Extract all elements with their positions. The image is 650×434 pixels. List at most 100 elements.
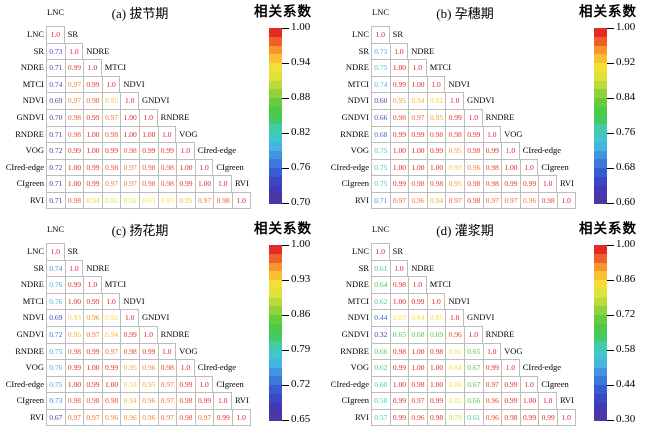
colorbar-band <box>594 262 607 272</box>
corr-cell: 0.97 <box>157 409 177 426</box>
corr-cell: 1.0 <box>46 243 65 260</box>
corr-cell: 0.96 <box>519 192 539 209</box>
corr-cell: 0.99 <box>83 158 102 176</box>
corr-cell: 0.98 <box>482 175 502 192</box>
corr-cell: 1.0 <box>138 109 158 126</box>
colorbar-band <box>269 124 282 134</box>
colorbar-tick <box>607 349 614 351</box>
corr-cell: 0.97 <box>83 326 102 343</box>
colorbar-band <box>594 106 607 116</box>
colorbar-tick <box>607 384 614 386</box>
colorbar-band <box>269 185 282 195</box>
row-label: SR <box>358 262 369 273</box>
matrix-row: RNDRE 0.66 0.98 1.00 0.98 0.81 0.65 1.0 VOG <box>325 342 523 360</box>
colorbar-band <box>594 306 607 316</box>
colorbar-band <box>269 176 282 186</box>
diagonal-label: RNDRE <box>160 112 190 122</box>
colorbar-band <box>594 393 607 403</box>
corr-cell: 1.0 <box>556 192 576 209</box>
colorbar-tick-label: 0.58 <box>616 343 636 355</box>
corr-cell: 1.00 <box>194 175 214 192</box>
corr-cell: 0.98 <box>157 359 177 376</box>
matrix-row: SR 0.73 1.0 NDRE <box>0 42 110 60</box>
corr-cell: 0.99 <box>445 109 464 126</box>
colorbar-tick <box>282 419 289 421</box>
colorbar-band <box>594 411 607 421</box>
colorbar-band <box>269 54 282 64</box>
corr-cell: 0.97 <box>482 192 502 209</box>
corr-cell: 1.00 <box>101 375 121 393</box>
diagonal-label: NDRE <box>86 262 110 273</box>
corr-cell: 0.98 <box>64 109 84 126</box>
diagonal-label: RNDRE <box>485 329 515 339</box>
corr-cell: 1.00 <box>176 158 195 176</box>
colorbar-band <box>269 71 282 81</box>
row-label: LNC <box>352 246 369 256</box>
colorbar-band <box>269 28 282 38</box>
corr-cell: 0.99 <box>83 375 102 393</box>
corr-cell: 0.95 <box>120 359 139 376</box>
corr-cell: 0.98 <box>157 158 177 176</box>
row-label: NDRE <box>345 279 369 290</box>
corr-cell: 1.0 <box>389 42 409 60</box>
corr-cell: 0.95 <box>445 142 464 159</box>
colorbar-tick <box>607 132 614 134</box>
corr-cell: 0.60 <box>371 92 390 109</box>
corr-cell: 0.98 <box>463 175 483 192</box>
row-label: CIgreen <box>16 178 44 189</box>
correlation-matrix: LNC 1.0 SR SR 0.73 1.0 NDRE NDRE 0.75 1.00 1.0 MTCI… <box>325 0 650 217</box>
corr-cell: 0.97 <box>120 175 139 192</box>
colorbar-band <box>269 367 282 377</box>
corr-cell: 1.00 <box>408 359 427 376</box>
row-label: GNDVI <box>16 112 44 122</box>
matrix-row: RNDRE 0.71 0.98 1.00 0.98 1.00 1.00 1.0 VOG <box>0 125 198 143</box>
corr-cell: 1.00 <box>138 125 158 143</box>
corr-cell: 0.69 <box>46 309 65 326</box>
corr-cell: 0.75 <box>371 59 390 76</box>
corr-cell: 0.98 <box>138 158 158 176</box>
corr-cell: 0.96 <box>408 192 427 209</box>
colorbar-label: 相关系数 <box>579 221 637 236</box>
colorbar-tick-label: 0.70 <box>291 196 311 208</box>
colorbar-tick <box>282 384 289 386</box>
corr-cell: 0.94 <box>120 392 139 409</box>
row-label: NDVI <box>22 312 44 323</box>
corr-cell: 1.0 <box>519 158 539 176</box>
colorbar-band <box>594 385 607 395</box>
corr-cell: 0.97 <box>482 375 502 393</box>
corr-cell: 0.70 <box>46 109 65 126</box>
corr-cell: 0.95 <box>64 326 84 343</box>
row-label: SR <box>33 45 44 56</box>
colorbar-tick-label: 1.00 <box>291 21 311 33</box>
corr-cell: 0.98 <box>501 409 520 426</box>
corr-cell: 1.0 <box>64 42 84 60</box>
corr-cell: 0.96 <box>138 359 158 376</box>
matrix-row: GNDVI 0.32 0.65 0.68 0.69 0.96 1.0 RNDRE <box>325 326 514 343</box>
colorbar-band <box>269 385 282 395</box>
diagonal-label: NDRE <box>86 45 110 56</box>
row-label: MTCI <box>22 295 44 306</box>
corr-cell: 0.76 <box>46 292 65 310</box>
corr-cell: 0.98 <box>120 342 139 360</box>
diagonal-label: VOG <box>504 128 523 139</box>
diagonal-label: RVI <box>234 395 249 406</box>
diagonal-label: RVI <box>559 178 574 189</box>
colorbar-band <box>594 402 607 412</box>
corr-cell: 1.0 <box>176 142 195 159</box>
colorbar-tick-label: 0.68 <box>616 161 636 173</box>
corr-cell: 0.97 <box>101 175 121 192</box>
corr-cell: 0.69 <box>426 326 446 343</box>
corr-cell: 0.94 <box>408 92 427 109</box>
colorbar-band <box>594 253 607 263</box>
corr-cell: 0.98 <box>389 109 409 126</box>
matrix-row: LNC 1.0 SR <box>0 243 78 260</box>
corr-cell: 0.98 <box>426 175 446 192</box>
corr-cell: 0.99 <box>213 409 232 426</box>
colorbar-band <box>269 411 282 421</box>
row-label: RNDRE <box>15 345 44 356</box>
colorbar-band <box>594 176 607 186</box>
colorbar-tick <box>282 244 289 246</box>
row-label: VOG <box>25 145 44 156</box>
corr-cell: 0.96 <box>83 309 102 326</box>
